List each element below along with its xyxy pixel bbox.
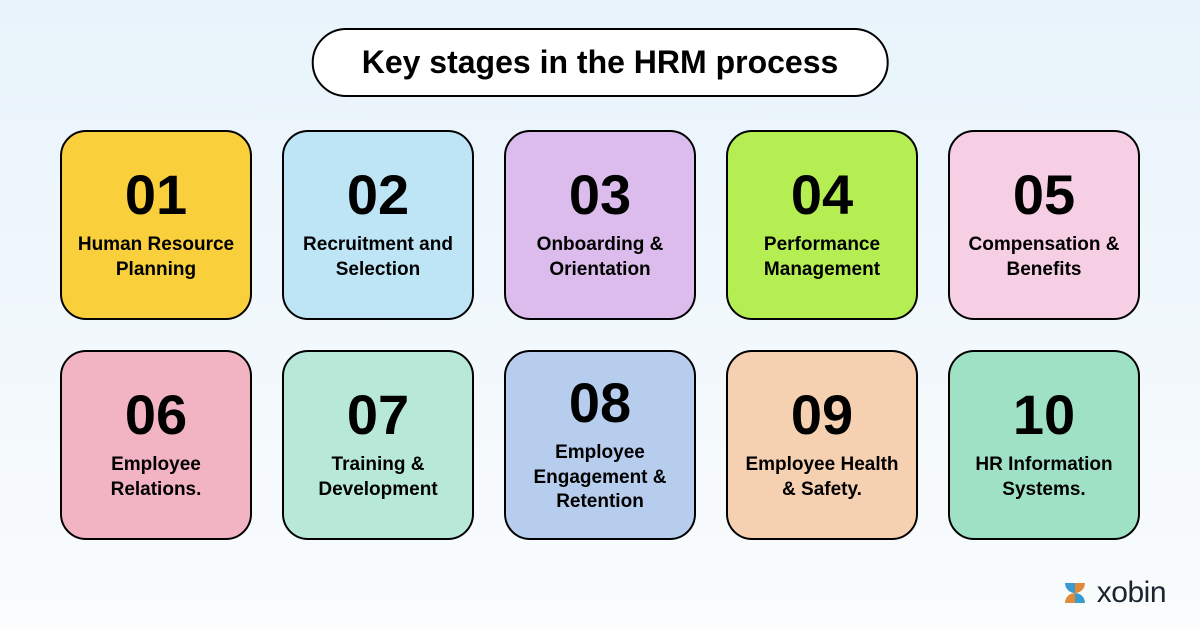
- stage-number: 04: [791, 167, 853, 223]
- stage-card-01: 01 Human Resource Planning: [60, 130, 252, 320]
- stage-number: 10: [1013, 387, 1075, 443]
- stage-card-10: 10 HR Information Systems.: [948, 350, 1140, 540]
- stage-label: Employee Relations.: [72, 453, 240, 502]
- stage-number: 01: [125, 167, 187, 223]
- stage-card-06: 06 Employee Relations.: [60, 350, 252, 540]
- stage-number: 06: [125, 387, 187, 443]
- stage-label: Performance Management: [738, 233, 906, 282]
- stage-label: Employee Health & Safety.: [738, 453, 906, 502]
- brand-logo: xobin: [1061, 576, 1166, 610]
- stage-label: Training & Development: [294, 453, 462, 502]
- stage-card-04: 04 Performance Management: [726, 130, 918, 320]
- logo-icon: [1061, 579, 1089, 607]
- stages-grid: 01 Human Resource Planning 02 Recruitment a…: [60, 130, 1140, 540]
- logo-text: xobin: [1097, 576, 1166, 610]
- stage-number: 03: [569, 167, 631, 223]
- stage-card-08: 08 Employee Engagement & Retention: [504, 350, 696, 540]
- stage-card-07: 07 Training & Development: [282, 350, 474, 540]
- stage-number: 09: [791, 387, 853, 443]
- stage-label: Onboarding & Orientation: [516, 233, 684, 282]
- stage-number: 07: [347, 387, 409, 443]
- title-pill: Key stages in the HRM process: [312, 28, 889, 97]
- stage-number: 08: [569, 375, 631, 431]
- stage-label: Compensation & Benefits: [960, 233, 1128, 282]
- stage-card-02: 02 Recruitment and Selection: [282, 130, 474, 320]
- stage-label: HR Information Systems.: [960, 453, 1128, 502]
- stage-number: 02: [347, 167, 409, 223]
- stage-card-05: 05 Compensation & Benefits: [948, 130, 1140, 320]
- page-title: Key stages in the HRM process: [362, 44, 839, 80]
- stage-label: Recruitment and Selection: [294, 233, 462, 282]
- stage-card-09: 09 Employee Health & Safety.: [726, 350, 918, 540]
- stage-card-03: 03 Onboarding & Orientation: [504, 130, 696, 320]
- stage-label: Employee Engagement & Retention: [516, 441, 684, 515]
- stage-number: 05: [1013, 167, 1075, 223]
- stage-label: Human Resource Planning: [72, 233, 240, 282]
